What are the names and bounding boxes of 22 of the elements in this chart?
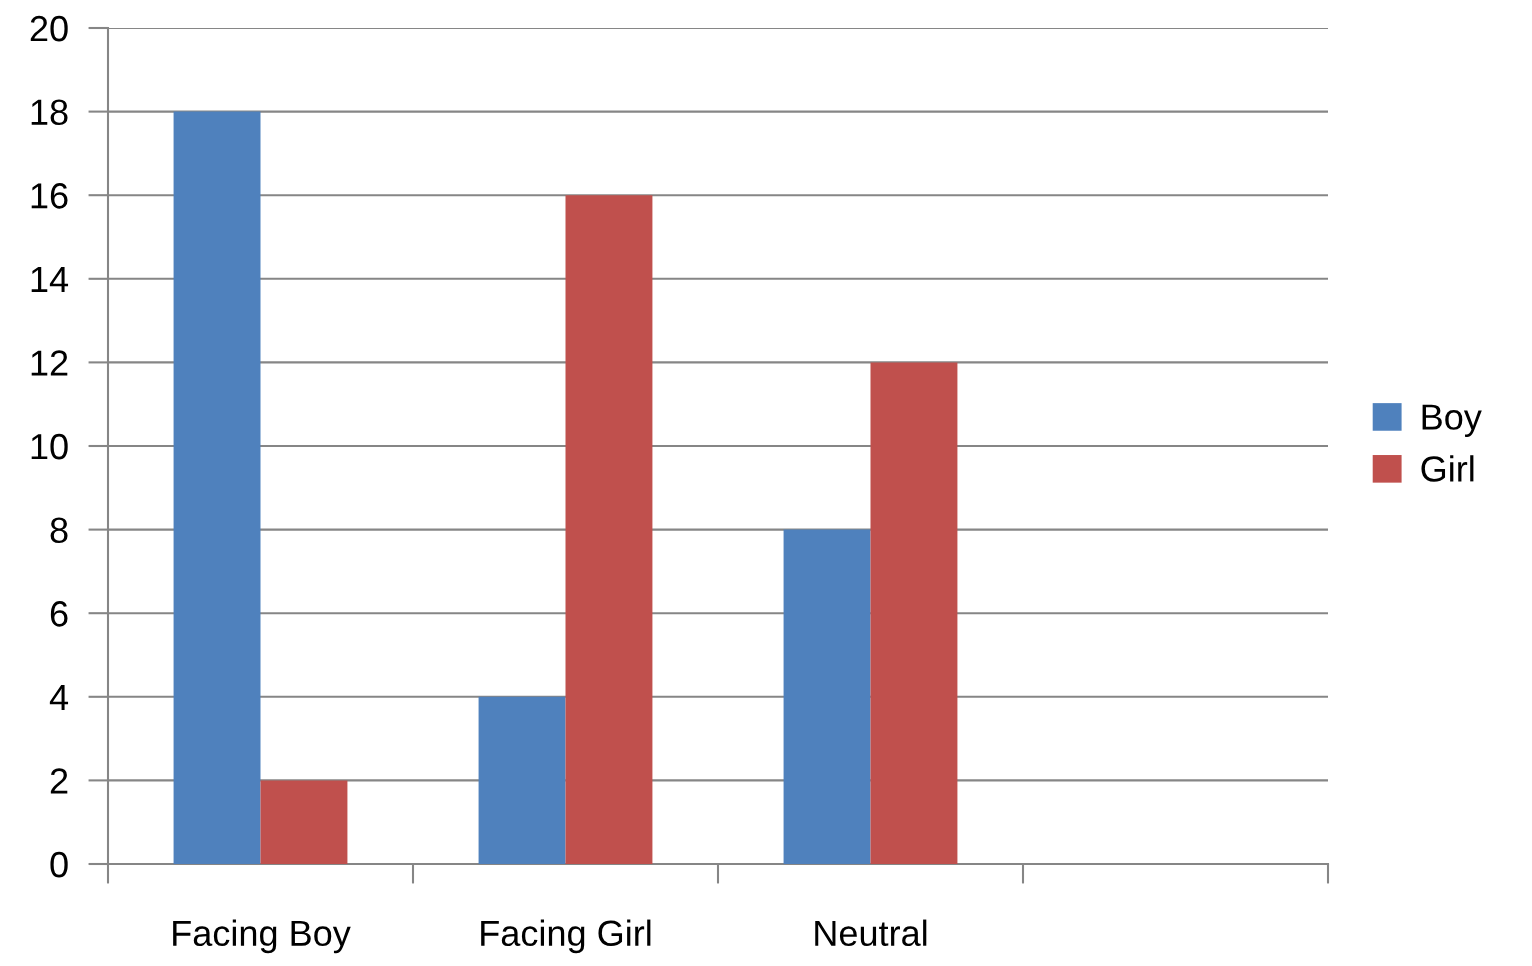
y-tick-label: 0 — [50, 851, 68, 878]
y-tick-label: 14 — [31, 267, 69, 292]
y-tick-label: 2 — [50, 768, 68, 794]
y-tick-label: 10 — [31, 433, 68, 460]
y-tick-label: 12 — [31, 350, 68, 376]
y-tick-label: 4 — [49, 685, 69, 710]
y-tick-label: 6 — [50, 601, 68, 627]
y-tick-label: 20 — [30, 15, 68, 42]
y-tick-label: 18 — [31, 99, 68, 126]
legend-label: Boy — [1422, 404, 1482, 437]
x-tick-label: Facing Girl — [481, 919, 651, 954]
bar — [870, 362, 958, 864]
x-tick-label: Facing Boy — [173, 919, 351, 954]
bar — [260, 780, 348, 864]
bar — [478, 696, 566, 864]
x-tick-label: Neutral — [815, 919, 927, 947]
bar — [783, 529, 871, 864]
bar — [173, 111, 261, 864]
y-tick-label: 16 — [31, 183, 68, 209]
y-tick-label: 8 — [50, 517, 68, 544]
bar — [565, 195, 653, 864]
legend-label: Girl — [1421, 455, 1474, 482]
